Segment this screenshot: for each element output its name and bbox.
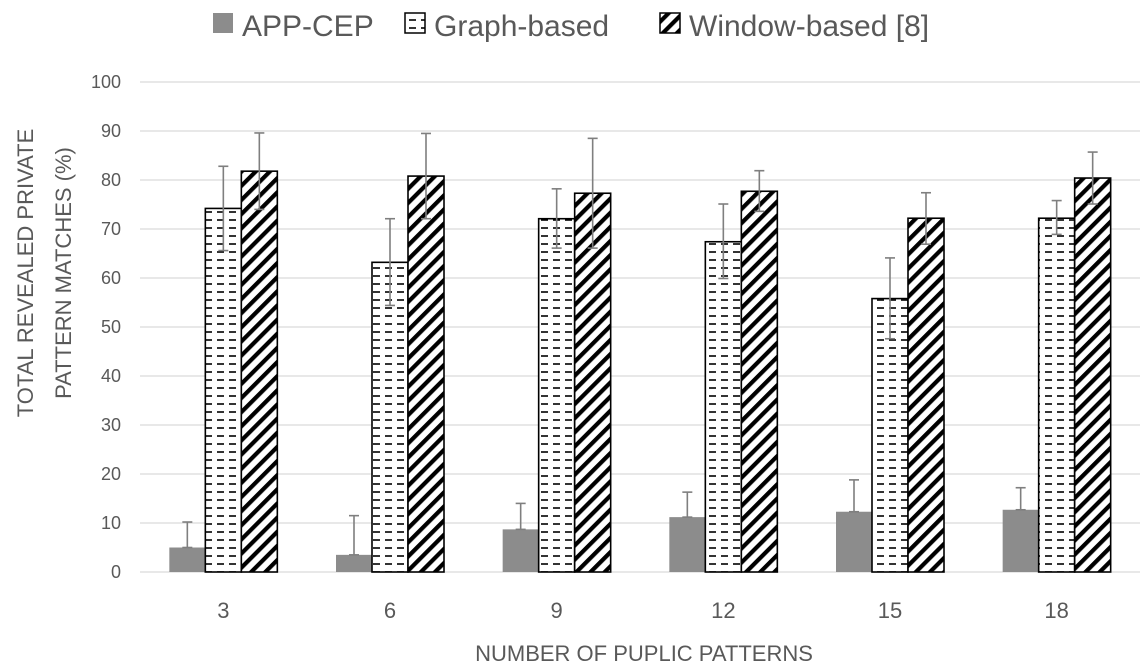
x-tick-label: 9 [551,598,563,623]
bar-app-cep-9 [502,529,539,572]
error-bar-graph-based-12 [718,203,729,280]
bars [169,170,1112,573]
error-bar-app-cep-18 [1015,486,1026,511]
y-tick-label: 30 [101,415,121,435]
legend-label-graph-based: Graph-based [434,10,609,43]
error-bars [182,132,1098,556]
y-tick-label: 50 [101,317,121,337]
error-bar-app-cep-3 [182,521,193,549]
x-axis-ticks: 3 6 9 12 15 18 [217,598,1069,623]
error-bar-window-based-15 [921,191,931,245]
y-tick-label: 40 [101,366,121,386]
error-bar-window-based-18 [1087,151,1098,205]
bar-app-cep-15 [836,511,872,572]
y-tick-label: 0 [111,562,121,582]
bar-window-based-18 [1073,177,1112,573]
bar-app-cep-12 [669,517,706,572]
error-bar-window-based-3 [254,132,265,211]
y-axis-title-line2: PATTERN MATCHES (%) [51,147,76,399]
y-tick-label: 10 [101,513,121,533]
y-tick-label: 100 [91,72,121,92]
y-axis-title: TOTAL REVEALED PRIVATE PATTERN MATCHES (… [13,129,76,418]
error-bar-graph-based-9 [551,188,562,249]
y-axis-title-line1: TOTAL REVEALED PRIVATE [13,129,38,418]
bar-graph-based-3 [204,207,243,573]
bar-graph-based-9 [537,217,576,573]
legend: APP-CEP Graph-based Window-based [8] [213,10,929,43]
bar-graph-based-12 [704,240,743,573]
error-bar-graph-based-15 [885,257,895,340]
y-tick-label: 60 [101,268,121,288]
y-tick-label: 20 [101,464,121,484]
x-axis-title: NUMBER OF PUPLIC PATTERNS [475,641,813,665]
bar-app-cep-18 [1002,509,1039,572]
error-bar-graph-based-6 [385,217,395,307]
error-bar-app-cep-6 [349,514,359,556]
x-tick-label: 3 [217,598,229,623]
x-tick-label: 6 [384,598,396,623]
legend-swatch-window-based [659,12,681,34]
y-tick-label: 80 [101,170,121,190]
grid [140,81,1140,573]
x-tick-label: 18 [1044,598,1068,623]
bar-window-based-12 [740,190,779,573]
bar-graph-based-6 [371,261,409,573]
bar-window-based-15 [907,217,945,573]
y-tick-label: 90 [101,121,121,141]
bar-window-based-9 [573,192,612,573]
legend-swatch-graph-based [404,12,426,34]
bar-window-based-6 [407,175,445,573]
error-bar-window-based-9 [587,137,598,249]
y-tick-label: 70 [101,219,121,239]
y-axis-ticks: 0 10 20 30 40 50 60 70 80 90 100 [91,72,121,582]
bar-app-cep-3 [169,547,206,572]
x-tick-label: 12 [711,598,735,623]
error-bar-graph-based-3 [218,165,229,252]
legend-label-window-based: Window-based [8] [689,10,929,43]
legend-label-app-cep: APP-CEP [242,10,374,43]
x-tick-label: 15 [878,598,902,623]
legend-swatch-app-cep [213,13,233,33]
error-bar-window-based-6 [421,132,431,220]
bar-graph-based-18 [1037,217,1076,573]
error-bar-app-cep-9 [515,502,526,531]
error-bar-graph-based-18 [1051,199,1062,236]
error-bar-window-based-12 [754,169,765,213]
bar-app-cep-6 [336,554,372,572]
bar-graph-based-15 [871,297,909,573]
error-bar-app-cep-15 [849,479,859,513]
bar-window-based-3 [240,170,279,573]
error-bar-app-cep-12 [682,491,693,518]
